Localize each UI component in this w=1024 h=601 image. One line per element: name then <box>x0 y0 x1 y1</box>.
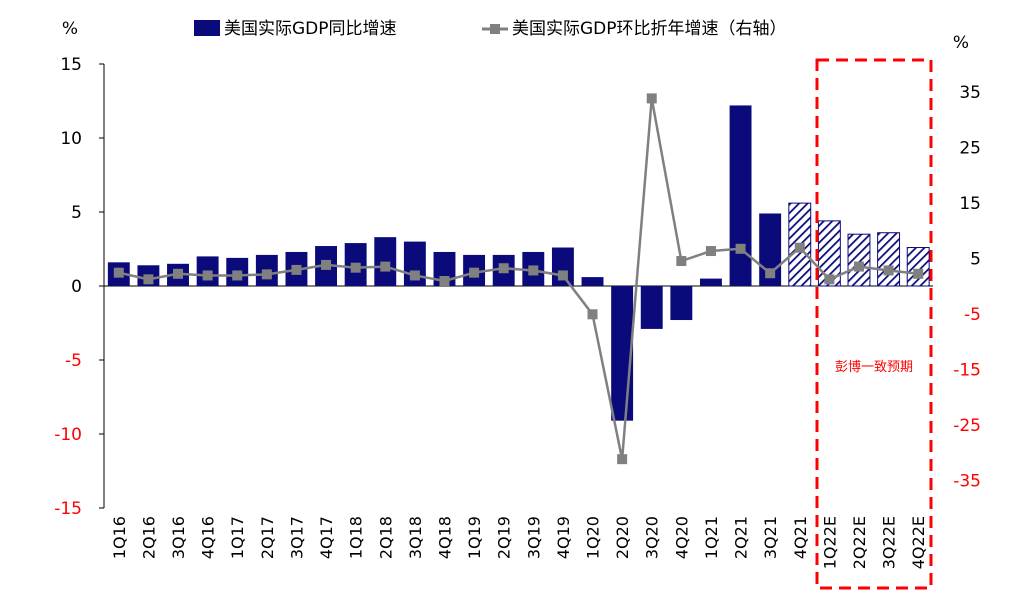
x-axis-tick-label: 2Q16 <box>139 516 158 559</box>
line-marker <box>853 261 864 272</box>
line-series <box>113 93 924 465</box>
right-axis-tick-label: -25 <box>953 416 981 436</box>
x-axis-tick-label: 2Q18 <box>376 516 395 559</box>
line-marker <box>173 268 184 279</box>
forecast-bar <box>847 233 871 287</box>
line-marker <box>439 276 450 287</box>
line-marker <box>498 263 509 274</box>
line-marker <box>587 309 598 320</box>
x-axis-tick-label: 4Q18 <box>435 516 454 559</box>
line-marker <box>676 256 687 267</box>
forecast-bar <box>877 232 901 287</box>
line-marker <box>143 274 154 285</box>
x-axis-tick-label: 1Q20 <box>584 516 603 559</box>
x-axis-tick-label: 1Q16 <box>110 516 129 559</box>
right-axis-tick-label: -5 <box>964 305 981 325</box>
x-axis-tick-label: 4Q16 <box>199 516 218 559</box>
right-axis-tick-label: 35 <box>959 83 981 103</box>
x-axis-tick-label: 3Q18 <box>406 516 425 559</box>
bar <box>699 278 722 286</box>
left-axis-tick-label: 10 <box>60 129 82 149</box>
x-axis-tick-label: 1Q19 <box>465 516 484 559</box>
line-marker <box>232 270 243 281</box>
legend-line-label: 美国实际GDP环比折年增速（右轴） <box>512 19 787 39</box>
left-axis-tick-label: 5 <box>71 203 82 223</box>
forecast-highlight-box <box>815 58 933 590</box>
line-marker <box>617 454 628 465</box>
x-axis-tick-label: 4Q22E <box>909 516 928 569</box>
x-axis-tick-label: 3Q22E <box>880 516 899 569</box>
line-marker <box>350 262 361 273</box>
line-marker <box>735 243 746 254</box>
x-axis-tick-label: 2Q20 <box>613 516 632 559</box>
forecast-annotation: 彭博一致预期 <box>835 360 913 375</box>
right-axis-tick-label: 15 <box>959 194 981 214</box>
left-axis: 15 10 5 0 -5 -10 -15 <box>54 55 933 519</box>
line-marker <box>261 269 272 280</box>
left-axis-tick-label: -5 <box>65 351 82 371</box>
right-axis: 35 25 15 5 -5 -15 -25 -35 <box>953 83 981 492</box>
bar <box>729 105 752 286</box>
x-axis-tick-label: 3Q19 <box>524 516 543 559</box>
right-axis-tick-label: -35 <box>953 471 981 491</box>
legend-bar-label: 美国实际GDP同比增速 <box>224 19 397 39</box>
line-marker <box>794 242 805 253</box>
line-marker <box>202 270 213 281</box>
legend-line-marker <box>490 24 500 34</box>
x-axis-tick-label: 1Q18 <box>347 516 366 559</box>
legend: 美国实际GDP同比增速 美国实际GDP环比折年增速（右轴） <box>194 19 787 39</box>
left-axis-tick-label: 15 <box>60 55 82 75</box>
bar-series <box>107 105 930 421</box>
right-axis-tick-label: 5 <box>970 249 981 269</box>
x-axis-labels: 1Q16 2Q16 3Q16 4Q16 1Q17 2Q17 3Q17 4Q17 1Q18 2Q18… <box>110 516 928 569</box>
bar <box>640 286 663 329</box>
x-axis-tick-label: 2Q17 <box>258 516 277 559</box>
line-marker <box>528 265 539 276</box>
x-axis-tick-label: 4Q20 <box>672 516 691 559</box>
x-axis-tick-label: 2Q21 <box>732 516 751 559</box>
forecast-bar <box>906 247 930 287</box>
x-axis-tick-label: 1Q17 <box>228 516 247 559</box>
line-marker <box>557 270 568 281</box>
left-axis-unit-label: % <box>62 19 78 39</box>
line-marker <box>705 246 716 257</box>
line-marker <box>469 267 480 278</box>
bar <box>581 277 604 286</box>
x-axis-tick-label: 3Q16 <box>169 516 188 559</box>
line-marker <box>409 270 420 281</box>
line-marker <box>113 267 124 278</box>
left-axis-tick-label: -10 <box>54 425 82 445</box>
line-path <box>118 98 919 460</box>
line-marker <box>765 268 776 279</box>
x-axis-tick-label: 2Q22E <box>850 516 869 569</box>
x-axis-tick-label: 3Q17 <box>287 516 306 559</box>
bar <box>551 247 574 286</box>
line-marker <box>291 264 302 275</box>
line-marker <box>913 268 924 279</box>
x-axis-tick-label: 3Q20 <box>643 516 662 559</box>
line-marker <box>646 93 657 104</box>
x-axis-tick-label: 2Q19 <box>495 516 514 559</box>
right-axis-tick-label: 25 <box>959 138 981 158</box>
line-marker <box>883 265 894 276</box>
legend-bar-swatch <box>194 20 220 36</box>
bar <box>433 251 456 286</box>
line-marker <box>380 261 391 272</box>
left-axis-tick-label: -15 <box>54 499 82 519</box>
line-marker <box>321 259 332 270</box>
right-axis-tick-label: -15 <box>953 360 981 380</box>
x-axis-tick-label: 1Q21 <box>702 516 721 559</box>
left-axis-tick-label: 0 <box>71 277 82 297</box>
x-axis-tick-label: 4Q21 <box>791 516 810 559</box>
x-axis-tick-label: 1Q22E <box>820 516 839 569</box>
x-axis-tick-label: 3Q21 <box>761 516 780 559</box>
bar <box>670 286 693 321</box>
right-axis-unit-label: % <box>953 33 969 53</box>
x-axis-tick-label: 4Q19 <box>554 516 573 559</box>
line-marker <box>824 274 835 285</box>
x-axis-tick-label: 4Q17 <box>317 516 336 559</box>
